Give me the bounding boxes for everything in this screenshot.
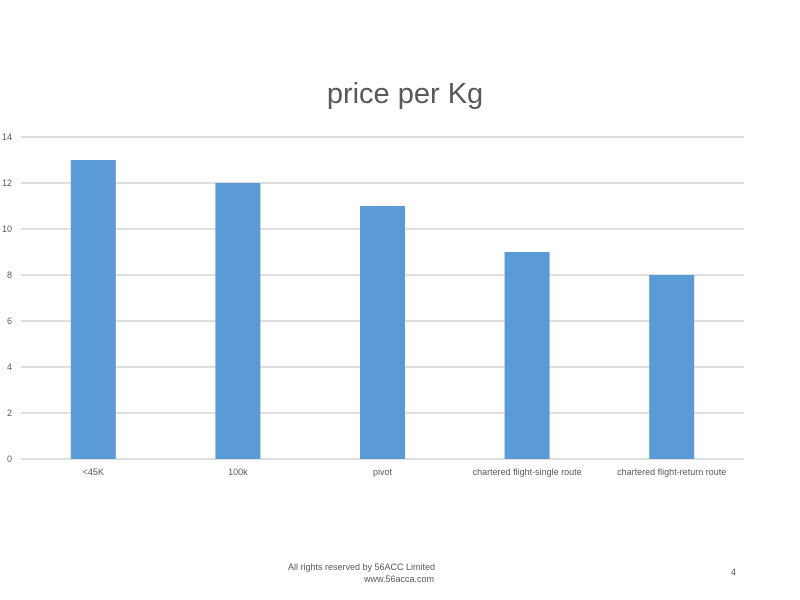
chart-title: price per Kg	[326, 78, 484, 110]
bar	[215, 183, 261, 459]
footer: All rights reserved by 56ACC Limited www…	[250, 561, 550, 585]
page-number: 4	[731, 567, 737, 577]
y-tick-label: 6	[7, 316, 12, 326]
y-tick-label: 10	[2, 224, 12, 234]
bar	[70, 160, 116, 459]
bar	[360, 206, 405, 459]
x-category-label: <45K	[83, 467, 104, 477]
y-tick-label: 0	[7, 454, 12, 464]
y-tick-label: 12	[2, 178, 12, 188]
y-tick-label: 2	[7, 408, 12, 418]
footer-copyright: All rights reserved by 56ACC Limited	[288, 562, 436, 572]
x-category-label: chartered flight-return route	[617, 467, 726, 477]
bar	[504, 252, 550, 459]
x-category-label: pivot	[373, 467, 393, 477]
x-axis-labels: <45K 100k pivot chartered flight-single rou…	[83, 467, 727, 477]
y-tick-label: 8	[7, 270, 12, 280]
x-category-label: 100k	[228, 467, 248, 477]
footer-website: www.56acca.com	[364, 574, 435, 584]
x-category-label: chartered flight-single route	[473, 467, 582, 477]
bars	[70, 160, 695, 459]
y-tick-label: 14	[2, 132, 12, 142]
bar	[649, 275, 695, 459]
y-tick-label: 4	[7, 362, 12, 372]
y-axis-ticks: 0 2 4 6 8 10 12 14	[2, 132, 12, 464]
